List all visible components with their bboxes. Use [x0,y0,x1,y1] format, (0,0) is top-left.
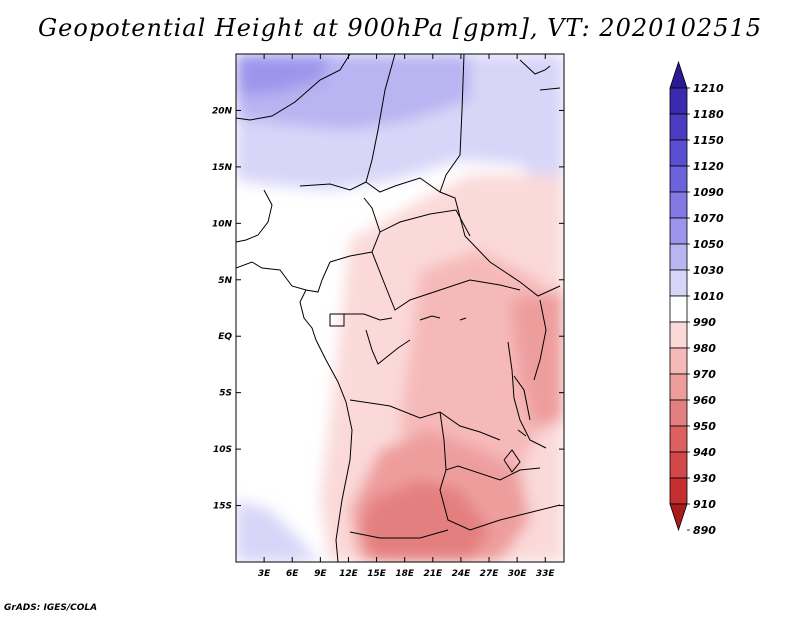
colorbar-label: 990 [693,316,716,329]
map-frame [235,53,565,563]
lat-label: 10S [213,445,232,455]
grads-credit: GrADS: IGES/COLA [4,603,98,613]
lon-label: 9E [314,569,327,579]
colorbar-swatch [669,425,688,453]
colorbar-swatch [669,191,688,219]
lat-label: 15S [213,502,232,512]
map-axes: 20N 15N 10N 5N EQ 5S 10S 15S 3E 6E 9E 12E 15E 18E 21E 2… [212,54,564,579]
colorbar-swatch [669,243,688,271]
colorbar-swatch [669,139,688,167]
colorbar-swatch [669,269,688,297]
colorbar-label: 1150 [693,134,724,147]
colorbar-swatch [669,113,688,141]
lon-label: 21E [423,569,443,579]
colorbar-label: 1210 [693,82,724,95]
colorbar-swatch [669,295,688,323]
colorbar-label: 1010 [693,290,724,303]
lon-label: 6E [286,569,299,579]
lon-label: 3E [258,569,271,579]
colorbar-swatch [669,321,688,349]
colorbar-swatch [669,60,688,89]
colorbar-label: 1120 [693,160,724,173]
colorbar-swatch [669,165,688,193]
country-boundaries [236,54,561,562]
colorbar-swatch [669,399,688,427]
colorbar-label: 1030 [693,264,724,277]
lon-label: 24E [452,569,472,579]
colorbar: 1210 1180 1150 1120 1090 1070 1050 1030 1010 990 9… [669,60,724,537]
colorbar-swatch [669,373,688,401]
colorbar-label: 940 [693,446,716,459]
colorbar-swatch [669,217,688,245]
colorbar-swatch [669,87,688,115]
lat-label: 15N [212,163,233,173]
colorbar-label: 970 [693,368,716,381]
colorbar-label: 1050 [693,238,724,251]
lon-label: 30E [508,569,528,579]
colorbar-label: 1090 [693,186,724,199]
lat-label: 20N [212,106,233,116]
lon-label: 12E [339,569,359,579]
colorbar-label: 930 [693,472,716,485]
lat-label: 5N [218,276,232,286]
colorbar-label: 960 [693,394,716,407]
colorbar-label: 1180 [693,108,724,121]
map-title: Geopotential Height at 900hPa [gpm], VT:… [38,14,762,42]
colorbar-swatch [669,347,688,375]
colorbar-label: 980 [693,342,716,355]
colorbar-label: 890 [693,524,716,537]
colorbar-label: 950 [693,420,716,433]
lon-label: 27E [480,569,500,579]
lat-label: 5S [219,389,232,399]
colorbar-swatch [669,477,688,505]
lon-label: 33E [536,569,556,579]
colorbar-swatch [669,503,688,532]
lon-label: 15E [367,569,387,579]
colorbar-label: 910 [693,498,716,511]
lat-label: 10N [212,219,233,229]
colorbar-swatch [669,451,688,479]
lon-label: 18E [395,569,415,579]
lat-label: EQ [218,332,232,342]
height-field [236,54,564,562]
colorbar-label: 1070 [693,212,724,225]
